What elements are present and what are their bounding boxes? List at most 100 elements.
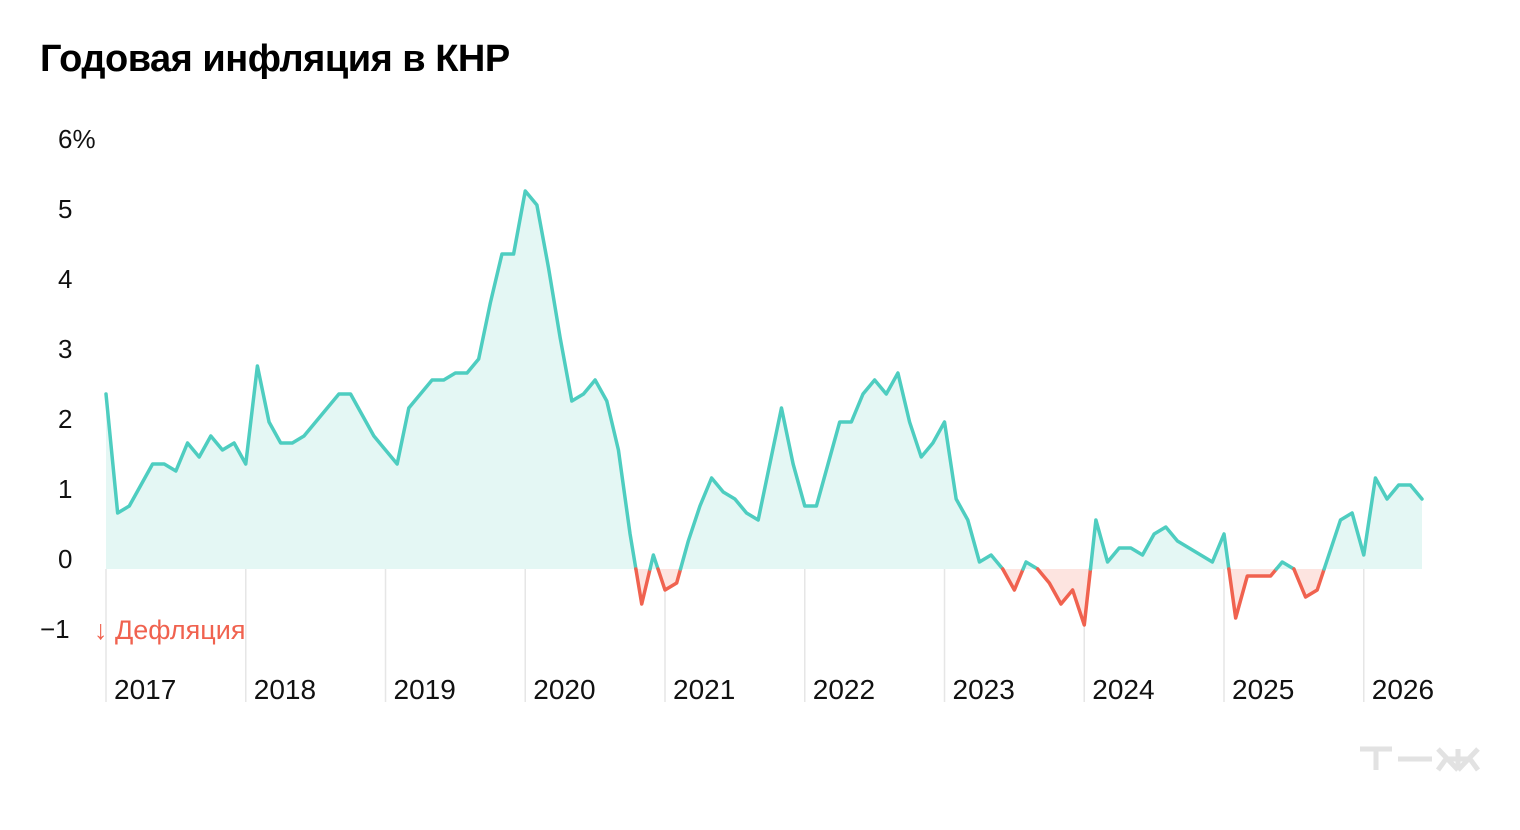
x-tick-label: 2026: [1372, 674, 1434, 705]
deflation-line-segment: [1227, 567, 1279, 620]
deflation-annotation: ↓ Дефляция: [94, 615, 245, 645]
data-point: [1140, 553, 1144, 557]
inflation-line-segment: [648, 553, 660, 571]
data-point: [779, 406, 783, 410]
chart-title: Годовая инфляция в КНР: [40, 38, 510, 80]
data-point: [651, 553, 655, 557]
data-point: [547, 266, 551, 270]
data-point: [1047, 581, 1051, 585]
data-point: [1350, 511, 1354, 515]
y-tick-label: 5: [58, 194, 72, 224]
data-point: [558, 336, 562, 340]
inflation-line-segment: [1322, 476, 1424, 571]
data-point: [814, 504, 818, 508]
data-point: [523, 189, 527, 193]
data-point: [1420, 497, 1424, 501]
data-point: [1385, 497, 1389, 501]
data-point: [756, 518, 760, 522]
inflation-line-segment: [1021, 560, 1040, 571]
data-point: [1094, 518, 1098, 522]
deflation-line-segment: [1292, 567, 1326, 599]
data-point: [116, 511, 120, 515]
data-point: [360, 413, 364, 417]
data-point: [640, 602, 644, 606]
y-tick-label: −1: [40, 614, 70, 644]
data-point: [1408, 483, 1412, 487]
data-point: [384, 448, 388, 452]
data-point: [512, 252, 516, 256]
inflation-area: [1324, 478, 1422, 569]
data-point: [162, 462, 166, 466]
data-point: [139, 483, 143, 487]
data-point: [1304, 595, 1308, 599]
data-point: [1338, 518, 1342, 522]
x-tick-label: 2021: [673, 674, 735, 705]
data-point: [768, 462, 772, 466]
y-tick-label: 6%: [58, 124, 96, 154]
y-tick-label: 0: [58, 544, 72, 574]
data-point: [232, 441, 236, 445]
data-point: [803, 504, 807, 508]
data-point: [1106, 560, 1110, 564]
data-point: [1373, 476, 1377, 480]
data-point: [931, 441, 935, 445]
data-point: [220, 448, 224, 452]
data-point: [267, 420, 271, 424]
data-point: [710, 476, 714, 480]
data-point: [1245, 574, 1249, 578]
data-point: [186, 441, 190, 445]
data-point: [593, 378, 597, 382]
data-point: [1210, 560, 1214, 564]
y-tick-label: 3: [58, 334, 72, 364]
data-point: [395, 462, 399, 466]
data-point: [977, 560, 981, 564]
data-point: [1036, 567, 1040, 571]
data-point: [465, 371, 469, 375]
data-point: [1175, 539, 1179, 543]
data-point: [500, 252, 504, 256]
data-point: [570, 399, 574, 403]
data-point: [1082, 623, 1086, 627]
data-point: [838, 420, 842, 424]
data-point: [430, 378, 434, 382]
data-point: [873, 378, 877, 382]
data-point: [127, 504, 131, 508]
data-point: [616, 448, 620, 452]
data-point: [791, 462, 795, 466]
data-point: [1292, 567, 1296, 571]
data-point: [407, 406, 411, 410]
data-point: [1059, 602, 1063, 606]
x-tick-label: 2018: [254, 674, 316, 705]
data-point: [442, 378, 446, 382]
inflation-line-segment: [678, 371, 1005, 571]
data-point: [1187, 546, 1191, 550]
inflation-area: [1090, 520, 1229, 569]
x-tick-label: 2024: [1092, 674, 1154, 705]
data-point: [943, 420, 947, 424]
data-point: [721, 490, 725, 494]
data-point: [197, 455, 201, 459]
deflation-area: [1228, 569, 1277, 618]
y-axis-ticks: 6% 5 4 3 2 1 0 −1: [40, 124, 96, 644]
x-axis-ticks: 2017 2018 2019 2020 2021 2022 2023 2024 2025 2026: [114, 674, 1434, 705]
data-point: [908, 420, 912, 424]
deflation-area: [1002, 569, 1024, 590]
data-point: [255, 364, 259, 368]
y-tick-label: 1: [58, 474, 72, 504]
data-point: [1152, 532, 1156, 536]
deflation-line-segment: [1000, 567, 1025, 592]
data-point: [989, 553, 993, 557]
deflation-line-segment: [656, 567, 683, 592]
data-point: [1257, 574, 1261, 578]
data-point: [628, 532, 632, 536]
data-point: [1117, 546, 1121, 550]
data-point: [1071, 588, 1075, 592]
data-point: [1012, 588, 1016, 592]
data-point: [244, 462, 248, 466]
data-point: [919, 455, 923, 459]
data-point: [314, 420, 318, 424]
data-point: [453, 371, 457, 375]
data-point: [488, 301, 492, 305]
data-point: [686, 539, 690, 543]
data-point: [337, 392, 341, 396]
